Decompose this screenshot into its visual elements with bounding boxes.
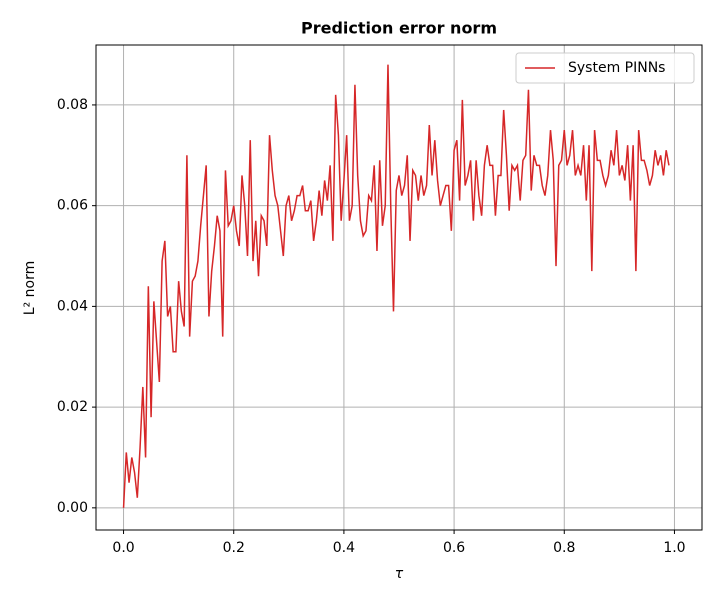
y-tick-label: 0.08 — [57, 97, 88, 113]
x-tick-label: 1.0 — [663, 540, 685, 556]
x-tick-label: 0.6 — [443, 540, 465, 556]
y-tick-label: 0.06 — [57, 198, 88, 214]
legend: System PINNs — [515, 52, 695, 84]
x-axis-label: τ — [395, 566, 404, 582]
x-tick-label: 0.8 — [553, 540, 575, 556]
chart-title: Prediction error norm — [301, 19, 497, 38]
x-tick-label: 0.4 — [333, 540, 355, 556]
y-axis-label: L² norm — [22, 261, 38, 315]
y-tick-label: 0.02 — [57, 399, 88, 415]
line — [122, 64, 670, 508]
legend-label: System PINNs — [568, 60, 665, 76]
legend-box — [515, 52, 695, 84]
y-tick-label: 0.00 — [57, 500, 88, 516]
x-tick-label: 0.0 — [112, 540, 134, 556]
y-tick-label: 0.04 — [57, 298, 88, 314]
x-tick-label: 0.2 — [223, 540, 245, 556]
plot-frame — [95, 44, 703, 531]
